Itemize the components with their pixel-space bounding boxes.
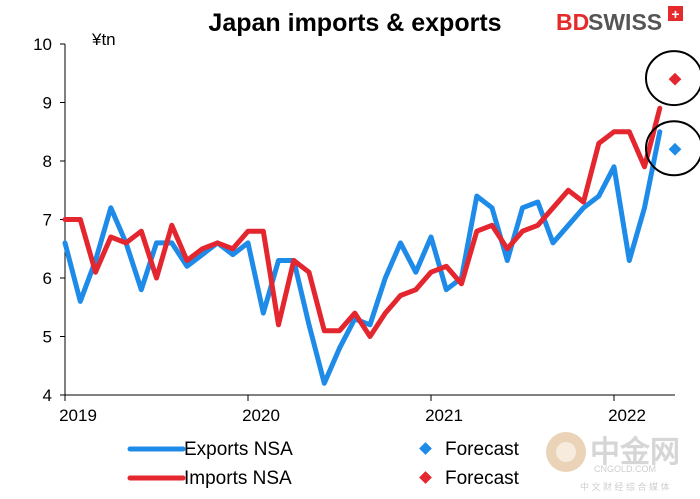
- y-axis-ticks: 4 5 6 7 8 9 10: [33, 35, 65, 405]
- x-tick-label: 2021: [425, 406, 463, 425]
- brand-cross-glyph: +: [671, 6, 679, 22]
- x-tick-label: 2022: [608, 406, 646, 425]
- brand-logo-swiss: SWISS: [588, 9, 662, 35]
- legend-exports-label: Exports NSA: [184, 439, 293, 460]
- y-tick-label: 10: [33, 35, 52, 54]
- forecast-exports-circle: [645, 120, 700, 177]
- legend-exports-forecast-diamond-icon: [419, 442, 432, 455]
- watermark: 中金网 CNGOLD.COM 中 文 财 经 综 合 媒 体: [546, 432, 680, 492]
- x-tick-label: 2020: [242, 406, 280, 425]
- watermark-logo-inner-icon: [556, 442, 576, 462]
- legend-imports-forecast-diamond-icon: [419, 471, 432, 484]
- watermark-url: CNGOLD.COM: [594, 464, 656, 474]
- series-layer: [62, 105, 663, 386]
- watermark-logo-text: 中金网: [590, 435, 680, 469]
- x-tick-label: 2019: [59, 406, 97, 425]
- forecast-imports-circle: [645, 50, 700, 107]
- legend-exports-forecast-label: Forecast: [445, 439, 520, 460]
- brand-cross-icon: [668, 6, 683, 21]
- brand-logo-bd: BD: [556, 9, 589, 35]
- legend-imports-forecast-label: Forecast: [445, 468, 520, 489]
- y-axis-unit-label: ¥tn: [91, 30, 116, 49]
- y-tick-label: 7: [43, 211, 52, 230]
- chart-title: Japan imports & exports: [208, 9, 501, 37]
- y-tick-label: 8: [43, 152, 52, 171]
- y-tick-label: 9: [43, 94, 52, 113]
- watermark-subtitle: 中 文 财 经 综 合 媒 体: [580, 481, 670, 492]
- x-axis-ticks: 2019 2020 2021 2022: [59, 395, 646, 425]
- series-imports-line: [62, 105, 663, 339]
- brand-logo: BD SWISS +: [556, 6, 683, 35]
- legend: Exports NSA Forecast Imports NSA Forecas…: [127, 439, 520, 489]
- y-tick-label: 6: [43, 269, 52, 288]
- y-tick-label: 4: [43, 386, 52, 405]
- y-tick-label: 5: [43, 328, 52, 347]
- legend-imports-label: Imports NSA: [184, 468, 292, 489]
